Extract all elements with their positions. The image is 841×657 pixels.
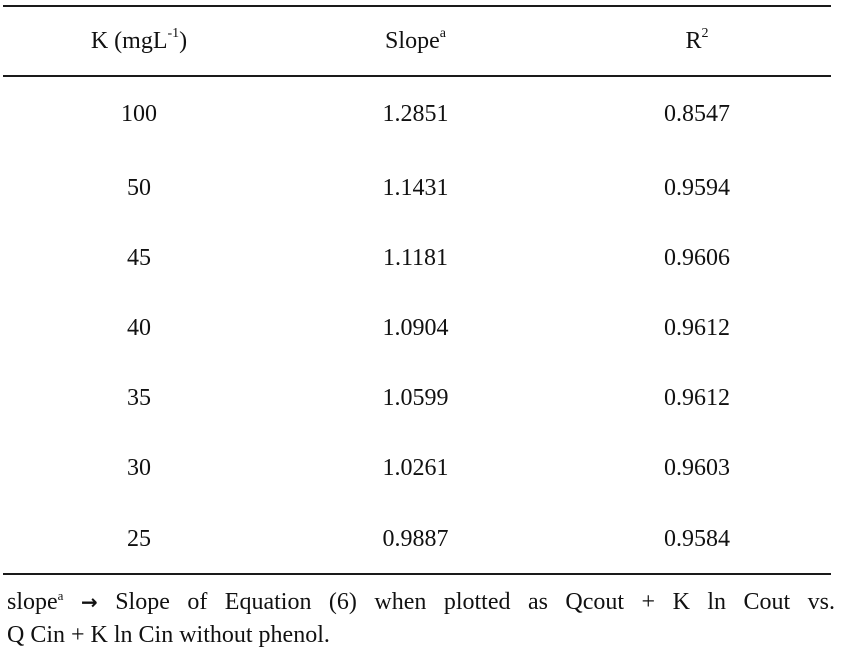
footnote-line-1: slopea → Slope of Equation (6) when plot…: [7, 586, 835, 619]
footnote-term: slope: [7, 589, 58, 615]
cell-slope: 0.9887: [382, 525, 449, 552]
cell-slope: 1.1431: [382, 174, 449, 201]
table-row: 50 1.1431 0.9594: [0, 153, 841, 223]
cell-r-squared: 0.9612: [664, 384, 730, 411]
cell-r-squared: 0.9606: [664, 244, 730, 271]
arrow-right-icon: →: [80, 590, 98, 614]
header-slope: Slopea: [385, 25, 446, 54]
table-row: 35 1.0599 0.9612: [0, 363, 841, 433]
header-k: K (mgL-1): [90, 25, 188, 54]
cell-k: 45: [127, 244, 151, 271]
cell-k: 30: [127, 454, 151, 481]
cell-r-squared: 0.9584: [664, 525, 730, 552]
footnote-definition: Slope of Equation (6) when plotted as Qc…: [115, 589, 836, 615]
table-row: 45 1.1181 0.9606: [0, 223, 841, 293]
cell-r-squared: 0.9603: [664, 454, 730, 481]
header-k-superscript: -1: [167, 25, 180, 41]
footnote-term-superscript: a: [57, 588, 64, 603]
table-bottom-rule: [3, 573, 831, 575]
header-r-superscript: 2: [701, 25, 709, 41]
table-top-rule: [3, 5, 831, 7]
cell-slope: 1.1181: [382, 244, 449, 271]
cell-k: 100: [121, 100, 157, 127]
cell-r-squared: 0.8547: [664, 100, 730, 127]
header-slope-superscript: a: [439, 25, 446, 41]
cell-r-squared: 0.9594: [664, 174, 730, 201]
table-footnote: slopea → Slope of Equation (6) when plot…: [7, 586, 835, 652]
cell-slope: 1.0599: [382, 384, 449, 411]
cell-r-squared: 0.9612: [664, 314, 730, 341]
cell-slope: 1.0904: [382, 314, 449, 341]
table-row: 100 1.2851 0.8547: [0, 75, 841, 153]
header-r-squared: R2: [685, 25, 709, 54]
results-table: K (mgL-1) Slopea R2 100 1.2851 0.8547 50…: [0, 7, 841, 575]
table-row: 25 0.9887 0.9584: [0, 503, 841, 575]
table-row: 40 1.0904 0.9612: [0, 293, 841, 363]
table-header-row: K (mgL-1) Slopea R2: [0, 7, 841, 75]
cell-k: 25: [127, 525, 151, 552]
table-header-rule: [3, 75, 831, 77]
footnote-line-2: Q Cin + K ln Cin without phenol.: [7, 622, 330, 648]
cell-k: 40: [127, 314, 151, 341]
table-row: 30 1.0261 0.9603: [0, 433, 841, 503]
cell-k: 35: [127, 384, 151, 411]
cell-slope: 1.0261: [382, 454, 449, 481]
cell-slope: 1.2851: [382, 100, 449, 127]
cell-k: 50: [127, 174, 151, 201]
